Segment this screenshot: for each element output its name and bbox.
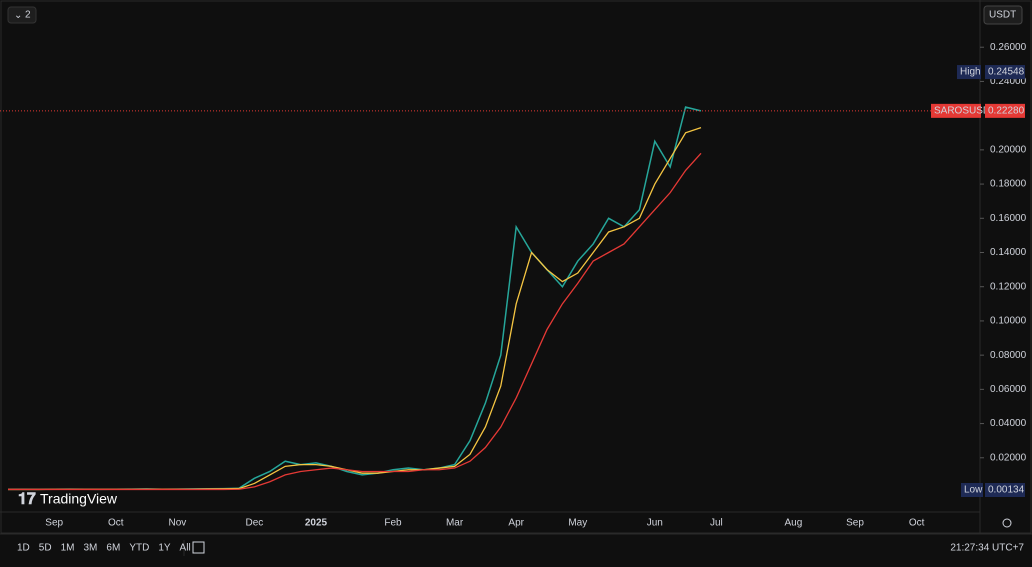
range-button[interactable]: 1D (17, 543, 30, 554)
y-tick-label: 0.08000 (990, 350, 1027, 361)
range-button[interactable]: YTD (129, 543, 149, 554)
badge-title: Low (964, 485, 983, 496)
x-tick-label: Jun (647, 518, 663, 529)
y-tick-label: 0.12000 (990, 281, 1027, 292)
logo-mark: 𝟏𝟕 (18, 491, 36, 508)
y-tick-label: 0.06000 (990, 384, 1027, 395)
y-tick-label: 0.20000 (990, 144, 1027, 155)
x-tick-label: 2025 (305, 518, 328, 529)
x-tick-label: Oct (909, 518, 925, 529)
badge-value: 0.00134 (988, 485, 1025, 496)
badge-title: SAROSUSDT (934, 105, 996, 116)
x-tick-label: Apr (508, 518, 524, 529)
date-range-icon[interactable] (192, 541, 205, 554)
price-line (8, 152, 702, 491)
x-tick-label: Aug (785, 518, 803, 529)
y-tick-label: 0.18000 (990, 179, 1027, 190)
badge-value-bg (985, 65, 1025, 80)
x-tick-label: Jul (710, 518, 723, 529)
chevron: ⌄ (14, 10, 22, 21)
badge-title: High (960, 67, 981, 78)
indicator-count: 2 (25, 10, 31, 21)
range-button[interactable]: 3M (84, 543, 98, 554)
clock: 21:27:34 UTC+7 (950, 543, 1024, 554)
badge-value-bg (985, 483, 1025, 497)
y-tick-label: 0.04000 (990, 418, 1027, 429)
x-tick-label: Oct (108, 518, 124, 529)
badge-value: 0.24548 (988, 67, 1025, 78)
settings-icon[interactable] (1002, 518, 1012, 528)
y-tick-label: 0.16000 (990, 213, 1027, 224)
x-tick-label: Nov (169, 518, 187, 529)
x-tick-label: Mar (446, 518, 464, 529)
currency-button[interactable] (983, 5, 1023, 25)
badge-value: 0.22280 (988, 105, 1025, 116)
badge-title-bg (931, 103, 981, 118)
badge-value-bg (985, 103, 1025, 118)
range-button[interactable]: 1M (61, 543, 75, 554)
range-button[interactable]: All (180, 543, 191, 554)
currency: USDT (989, 10, 1016, 21)
x-tick-label: Dec (246, 518, 264, 529)
range-button[interactable]: 6M (106, 543, 120, 554)
y-tick-label: 0.26000 (990, 42, 1027, 53)
badge-title-bg (957, 65, 981, 80)
logo: TradingView (40, 491, 118, 507)
y-tick-label: 0.14000 (990, 247, 1027, 258)
y-tick-label: 0.10000 (990, 316, 1027, 327)
badge-title-bg (961, 483, 983, 497)
frame (0, 0, 1032, 534)
x-tick-label: Sep (45, 518, 63, 529)
x-tick-label: Sep (846, 518, 864, 529)
x-tick-label: May (568, 518, 587, 529)
range-button[interactable]: 1Y (158, 543, 171, 554)
range-button[interactable]: 5D (39, 543, 52, 554)
x-tick-label: Feb (384, 518, 402, 529)
y-tick-label: 0.24000 (990, 76, 1027, 87)
y-tick-label: 0.02000 (990, 452, 1027, 463)
indicators-toggle[interactable] (7, 6, 37, 24)
